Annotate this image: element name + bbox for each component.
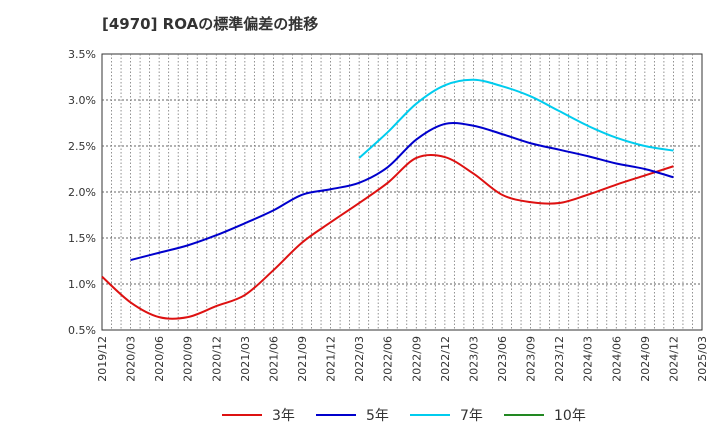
y-tick-label: 2.5% [68,140,96,153]
x-tick-label: 2024/06 [610,336,623,382]
x-tick-label: 2020/03 [125,336,138,382]
chart-svg: 0.5% 1.0% 1.5% 2.0% 2.5% 3.0% 3.5% 2019/12 2020… [68,48,709,382]
x-tick-label: 2023/06 [496,336,509,382]
x-tick-label: 2023/03 [467,336,480,382]
x-tick-label: 2023/09 [525,336,538,382]
legend-item-10y: 10年 [504,402,586,428]
legend-label-3y: 3年 [272,408,295,424]
x-tick-label: 2022/09 [410,336,423,382]
legend-item-7y: 7年 [410,402,483,428]
x-tick-label: 2025/03 [696,336,709,382]
y-tick-label: 3.0% [68,94,96,107]
series-line-2 [358,78,674,159]
y-tick-label: 1.0% [68,278,96,291]
legend-label-5y: 5年 [366,408,389,424]
legend-label-10y: 10年 [554,408,586,424]
legend-swatch-7y [410,414,450,416]
legend-swatch-5y [316,414,356,416]
legend-swatch-10y [504,414,544,416]
x-tick-label: 2024/12 [667,336,680,382]
y-tick-labels: 0.5% 1.0% 1.5% 2.0% 2.5% 3.0% 3.5% [68,48,96,337]
x-tick-label: 2021/12 [325,336,338,382]
series-line-0 [101,153,674,320]
x-tick-label: 2022/03 [353,336,366,382]
y-tick-label: 2.0% [68,186,96,199]
x-tick-label: 2021/06 [267,336,280,382]
x-tick-label: 2020/09 [182,336,195,382]
x-tick-label: 2022/06 [382,336,395,382]
series-line-1 [130,122,674,262]
x-tick-label: 2022/12 [439,336,452,382]
x-tick-labels: 2019/12 2020/03 2020/06 2020/09 2020/12 2021/… [96,336,709,382]
legend-item-3y: 3年 [222,402,295,428]
x-tick-label: 2024/09 [639,336,652,382]
x-tick-label: 2021/03 [239,336,252,382]
series-lines [101,78,674,320]
legend: 3年 5年 7年 10年 [0,402,720,428]
x-tick-label: 2024/03 [582,336,595,382]
grid-lines [102,54,702,330]
x-tick-label: 2021/09 [296,336,309,382]
chart-title: [4970] ROAの標準偏差の推移 [102,15,319,33]
legend-item-5y: 5年 [316,402,389,428]
y-tick-label: 0.5% [68,324,96,337]
legend-swatch-3y [222,414,262,416]
x-tick-label: 2020/12 [210,336,223,382]
x-tick-label: 2023/12 [553,336,566,382]
y-tick-label: 3.5% [68,48,96,61]
x-tick-label: 2020/06 [153,336,166,382]
y-tick-label: 1.5% [68,232,96,245]
x-tick-label: 2019/12 [96,336,109,382]
legend-label-7y: 7年 [460,408,483,424]
